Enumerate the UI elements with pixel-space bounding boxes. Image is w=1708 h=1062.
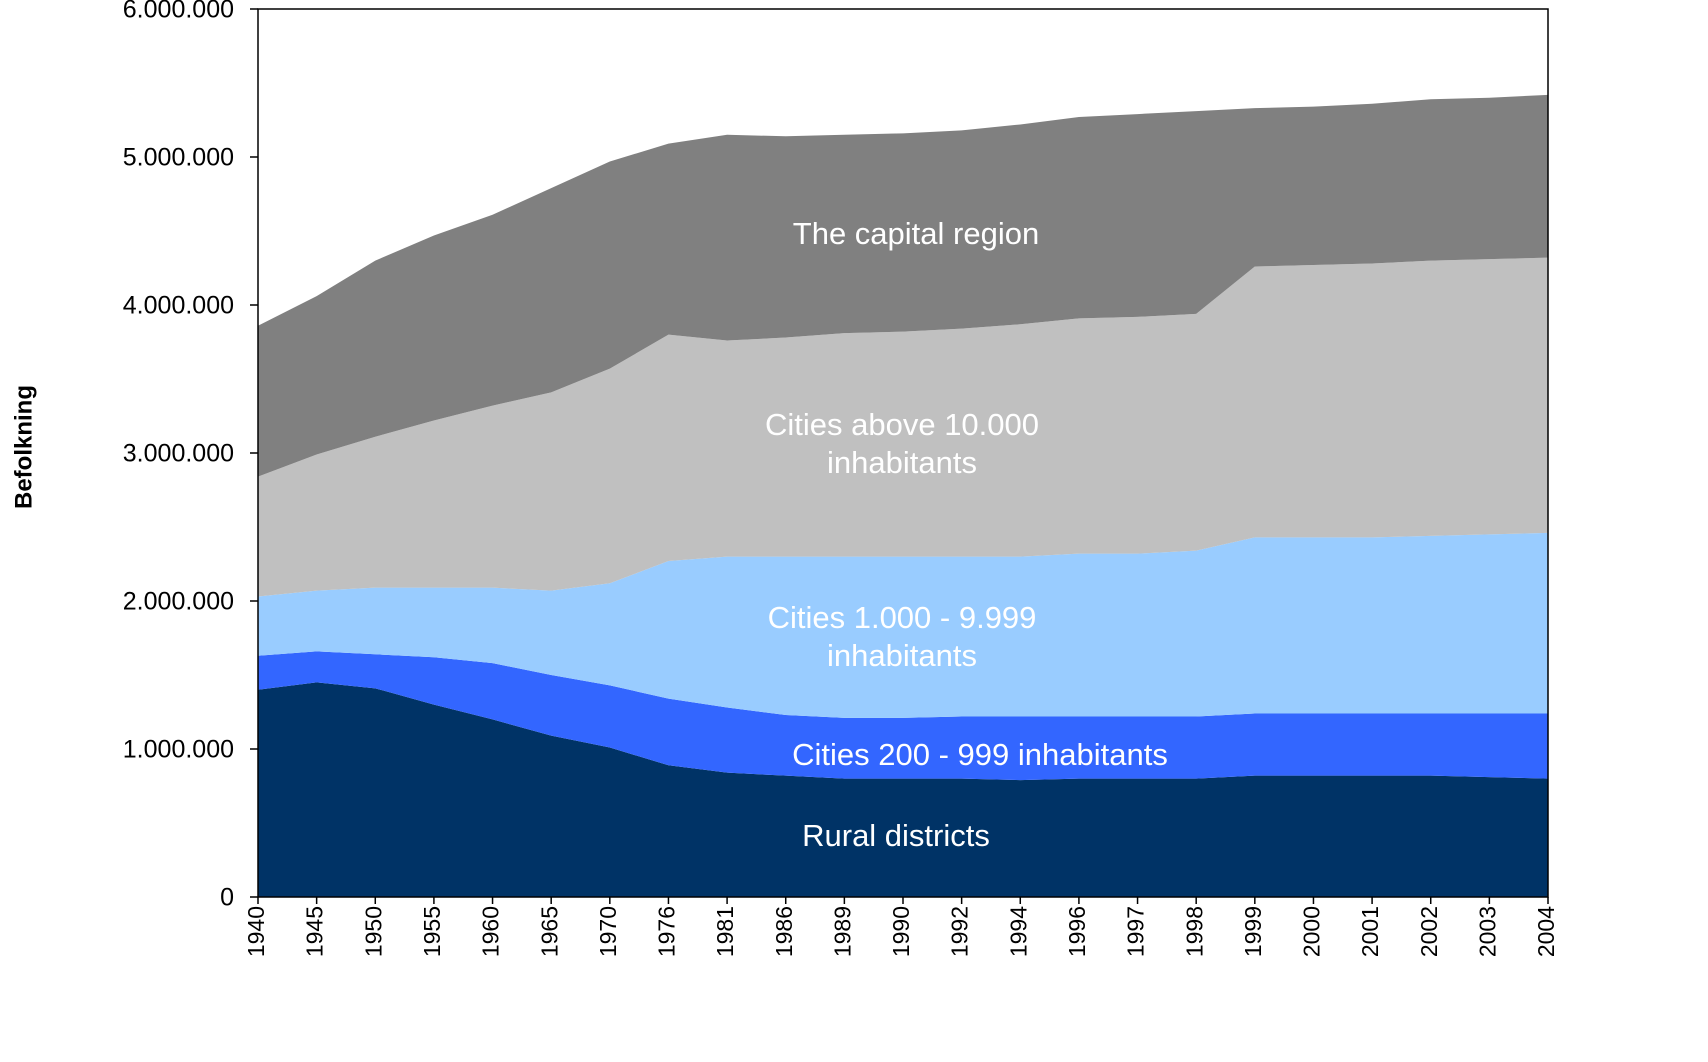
x-tick-label: 1997 (1123, 906, 1149, 957)
area (258, 257, 1548, 597)
x-tick-label: 1986 (771, 906, 797, 957)
x-tick-label: 1996 (1064, 906, 1090, 957)
x-tick-label: 1998 (1181, 906, 1207, 957)
series-label: Cities 1.000 - 9.999 inhabitants (767, 600, 1037, 673)
x-tick-label: 2003 (1474, 906, 1500, 957)
series-label: Rural districts (802, 818, 990, 853)
x-tick-label: 1992 (947, 906, 973, 957)
x-tick-label: 1990 (888, 906, 914, 957)
y-tick-label: 0 (220, 884, 234, 912)
x-tick-label: 2001 (1357, 906, 1383, 957)
x-tick-label: 1960 (478, 906, 504, 957)
area (258, 682, 1548, 897)
x-tick-label: 1945 (302, 906, 328, 957)
y-tick-label: 3.000.000 (123, 440, 234, 468)
area (258, 94, 1548, 477)
series-label: Cities above 10.000 inhabitants (764, 407, 1040, 480)
x-tick-label: 2004 (1533, 906, 1559, 957)
x-tick-label: 1955 (419, 906, 445, 957)
x-tick-label: 1940 (243, 906, 269, 957)
area (258, 651, 1548, 781)
x-tick-label: 1994 (1005, 906, 1031, 957)
x-tick-label: 1981 (712, 906, 738, 957)
y-tick-label: 2.000.000 (123, 588, 234, 616)
x-tick-label: 1950 (360, 906, 386, 957)
x-tick-label: 1989 (829, 906, 855, 957)
x-tick-label: 2000 (1299, 906, 1325, 957)
y-tick-label: 1.000.000 (123, 736, 234, 764)
y-axis-title: Befolkning (10, 385, 37, 509)
y-tick-label: 6.000.000 (123, 0, 234, 24)
y-tick-label: 5.000.000 (123, 144, 234, 172)
area (258, 532, 1548, 718)
x-tick-label: 2002 (1416, 906, 1442, 957)
y-tick-label: 4.000.000 (123, 292, 234, 320)
x-tick-label: 1999 (1240, 906, 1266, 957)
x-tick-label: 1970 (595, 906, 621, 957)
series-label: The capital region (792, 216, 1040, 251)
x-tick-label: 1965 (536, 906, 562, 957)
series-label: Cities 200 - 999 inhabitants (792, 737, 1168, 772)
x-tick-label: 1976 (654, 906, 680, 957)
